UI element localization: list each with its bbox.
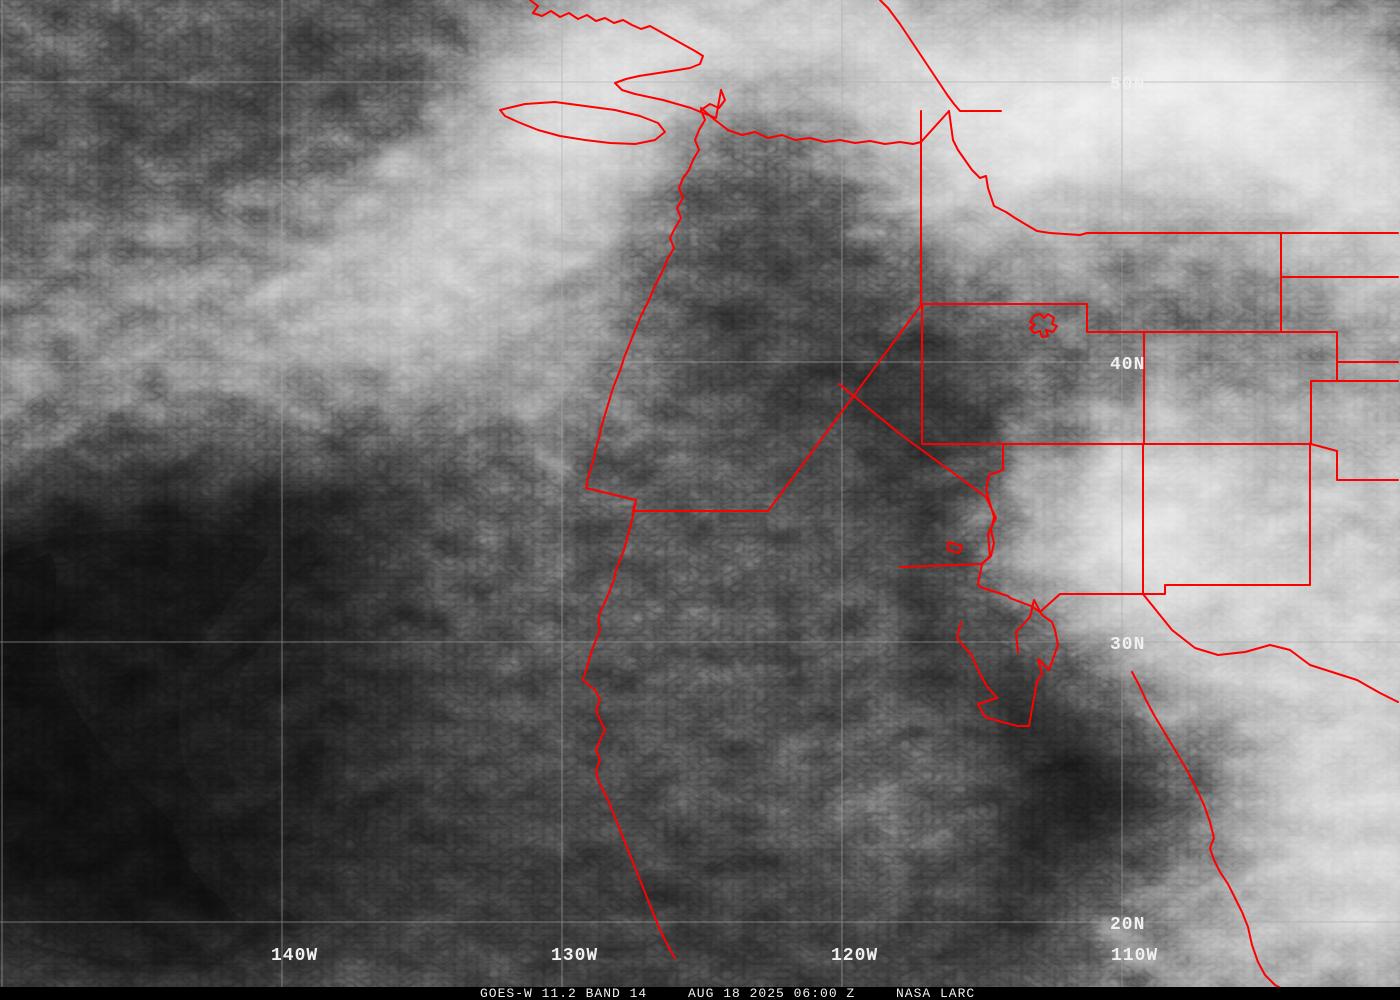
- svg-text:40N: 40N: [1110, 355, 1145, 375]
- svg-text:110W: 110W: [1111, 946, 1158, 966]
- svg-text:120W: 120W: [831, 946, 878, 966]
- svg-text:140W: 140W: [271, 946, 318, 966]
- svg-text:130W: 130W: [551, 946, 598, 966]
- svg-text:50N: 50N: [1110, 75, 1145, 95]
- svg-text:30N: 30N: [1110, 635, 1145, 655]
- svg-text:20N: 20N: [1110, 915, 1145, 935]
